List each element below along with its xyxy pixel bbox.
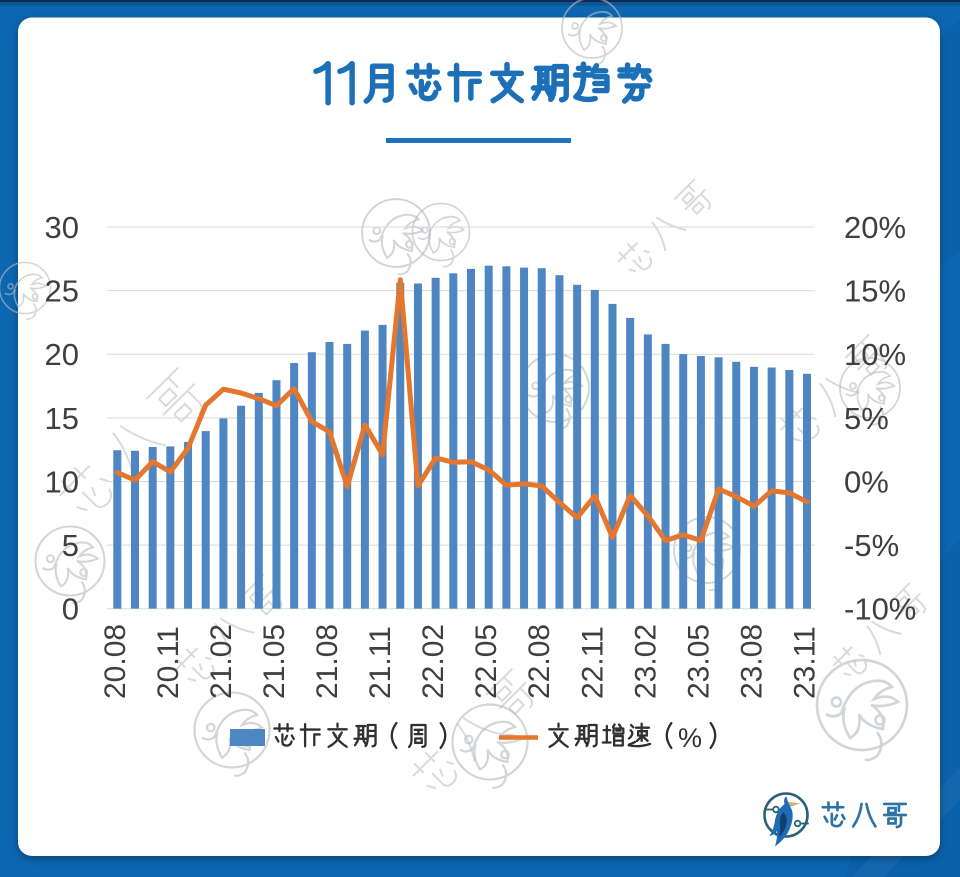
- svg-text:23.02: 23.02: [629, 624, 662, 699]
- svg-text:23.08: 23.08: [736, 624, 769, 699]
- svg-text:23.11: 23.11: [789, 626, 822, 699]
- svg-text:0%: 0%: [844, 465, 889, 500]
- svg-text:15: 15: [45, 401, 79, 436]
- svg-text:%: %: [678, 723, 702, 753]
- svg-text:21.11: 21.11: [364, 626, 397, 699]
- svg-text:22.11: 22.11: [576, 626, 609, 699]
- svg-text:0: 0: [62, 592, 79, 627]
- svg-text:20: 20: [45, 337, 79, 372]
- svg-text:21.08: 21.08: [311, 624, 344, 699]
- svg-text:22.02: 22.02: [417, 624, 450, 699]
- svg-text:-5%: -5%: [844, 528, 899, 563]
- svg-text:-10%: -10%: [844, 592, 916, 627]
- svg-text:23.05: 23.05: [682, 624, 715, 699]
- svg-text:20.11: 20.11: [152, 626, 185, 699]
- svg-text:22.08: 22.08: [523, 624, 556, 699]
- svg-text:22.05: 22.05: [470, 624, 503, 699]
- svg-text:5%: 5%: [844, 401, 889, 436]
- svg-text:20.08: 20.08: [99, 624, 132, 699]
- svg-text:21.02: 21.02: [205, 624, 238, 699]
- svg-text:30: 30: [45, 210, 79, 245]
- svg-text:21.05: 21.05: [258, 624, 291, 699]
- svg-text:25: 25: [45, 274, 79, 309]
- svg-text:20%: 20%: [844, 210, 906, 245]
- svg-text:10: 10: [45, 465, 79, 500]
- svg-text:5: 5: [62, 528, 79, 563]
- svg-text:10%: 10%: [844, 337, 906, 372]
- svg-text:15%: 15%: [844, 274, 906, 309]
